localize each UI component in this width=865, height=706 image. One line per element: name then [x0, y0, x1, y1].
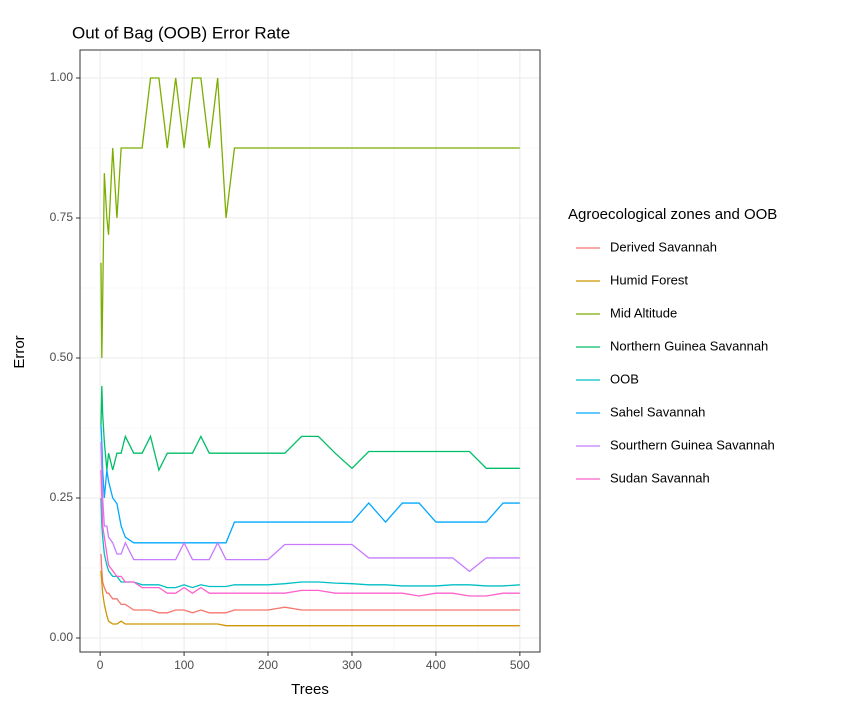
y-axis-label: Error	[11, 335, 28, 368]
y-tick-label: 0.00	[50, 630, 74, 644]
plot-border	[79, 49, 541, 653]
series-line	[100, 77, 520, 359]
legend-label: Mid Altitude	[610, 305, 677, 320]
y-tick-label: 1.00	[50, 70, 74, 84]
legend-label: Derived Savannah	[610, 239, 717, 254]
x-tick-label: 100	[174, 658, 194, 672]
x-tick-label: 300	[342, 658, 362, 672]
legend-label: Sudan Savannah	[610, 470, 710, 485]
legend-label: Northern Guinea Savannah	[610, 338, 768, 353]
y-tick-label: 0.25	[50, 490, 74, 504]
x-tick-label: 400	[426, 658, 446, 672]
x-tick-label: 500	[510, 658, 530, 672]
chart-title: Out of Bag (OOB) Error Rate	[72, 23, 290, 42]
series-line	[100, 425, 520, 544]
series-line	[100, 441, 520, 573]
legend-title: Agroecological zones and OOB	[568, 206, 777, 223]
legend-label: Sourthern Guinea Savannah	[610, 437, 775, 452]
legend-label: Humid Forest	[610, 272, 688, 287]
x-tick-label: 0	[97, 658, 104, 672]
series-line	[100, 385, 520, 472]
series-line	[100, 553, 520, 614]
legend-label: Sahel Savannah	[610, 404, 705, 419]
series-line	[100, 497, 520, 589]
y-tick-label: 0.75	[50, 210, 74, 224]
x-tick-label: 200	[258, 658, 278, 672]
series-line	[100, 469, 520, 597]
x-axis-label: Trees	[291, 681, 329, 698]
legend-label: OOB	[610, 371, 639, 386]
series-line	[100, 570, 520, 627]
y-tick-label: 0.50	[50, 350, 74, 364]
